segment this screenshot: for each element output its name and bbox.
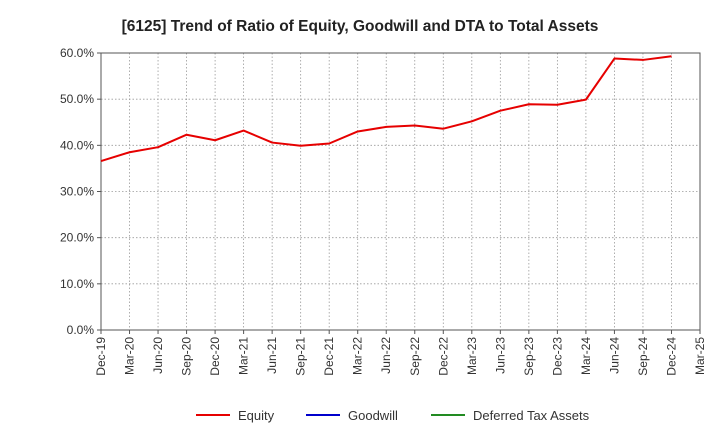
y-tick-label: 20.0% [60,231,94,245]
y-tick-label: 50.0% [60,92,94,106]
x-tick-label: Dec-22 [436,337,450,376]
x-tick-label: Mar-20 [123,337,137,375]
series-line-equity [100,55,672,162]
legend-label: Goodwill [348,408,398,423]
grid [101,52,700,330]
x-tick-label: Mar-25 [693,337,707,375]
x-tick-label: Dec-20 [208,337,222,376]
x-tick-label: Dec-19 [94,337,108,376]
x-tick-label: Jun-20 [151,337,165,374]
legend-label: Equity [238,408,275,423]
y-axis: 0.0% 10.0% 20.0% 30.0% 40.0% 50.0% 60.0% [60,46,101,337]
x-tick-label: Mar-24 [579,337,593,375]
x-tick-label: Dec-21 [322,337,336,376]
y-tick-label: 0.0% [67,323,95,337]
x-tick-label: Mar-21 [237,337,251,375]
x-tick-label: Jun-23 [493,337,507,374]
x-axis: Dec-19 Mar-20 Jun-20 Sep-20 Dec-20 Mar-21 Jun-… [94,330,707,376]
x-tick-label: Sep-20 [180,337,194,376]
x-tick-label: Jun-22 [379,337,393,374]
y-tick-label: 30.0% [60,185,94,199]
x-tick-label: Jun-21 [265,337,279,374]
x-tick-label: Sep-21 [294,337,308,376]
legend: Equity Goodwill Deferred Tax Assets [196,408,590,423]
x-tick-label: Mar-22 [351,337,365,375]
chart-title: [6125] Trend of Ratio of Equity, Goodwil… [122,18,599,35]
y-tick-label: 40.0% [60,138,94,152]
x-tick-label: Mar-23 [465,337,479,375]
x-tick-label: Jun-24 [607,337,621,374]
x-tick-label: Dec-23 [550,337,564,376]
y-tick-label: 60.0% [60,46,94,60]
x-tick-label: Sep-23 [522,337,536,376]
x-tick-label: Dec-24 [664,337,678,376]
x-tick-label: Sep-24 [636,337,650,376]
x-tick-label: Sep-22 [408,337,422,376]
y-tick-label: 10.0% [60,277,94,291]
legend-label: Deferred Tax Assets [473,408,590,423]
plot-area [100,52,701,331]
series [100,55,672,162]
